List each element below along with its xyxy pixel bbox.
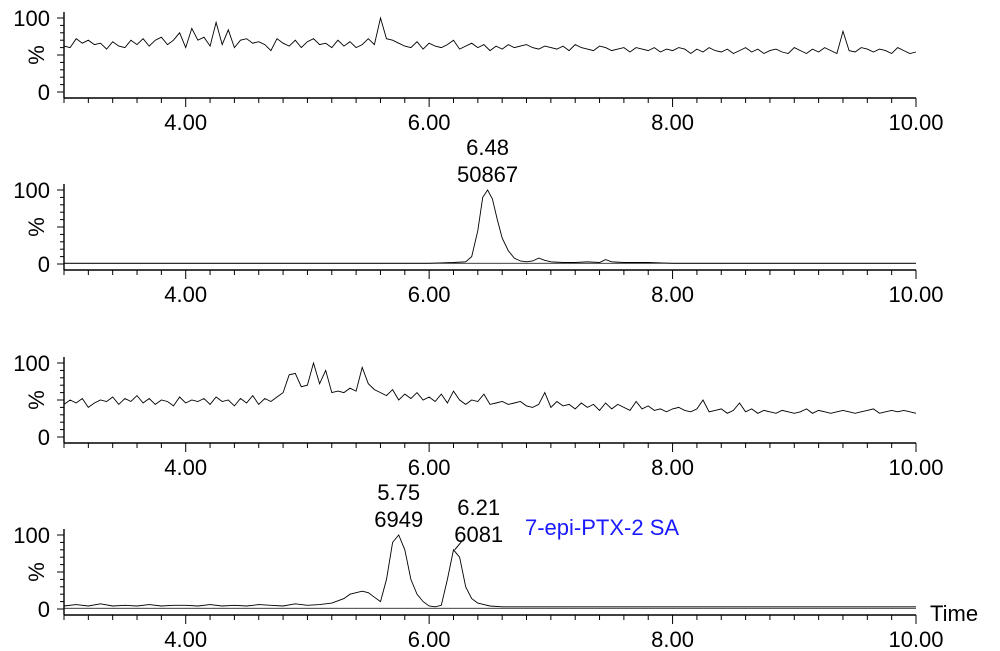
peak-retention-time: 6.48 [466, 135, 509, 160]
chromatogram-trace [63, 16, 917, 55]
x-tick-label: 4.00 [164, 282, 207, 307]
x-tick-label: 8.00 [651, 110, 694, 135]
x-tick-label: 10.00 [888, 627, 943, 651]
chromatogram-panel-3: 0 100% 4.00 6.00 8.00 10.00 [13, 351, 943, 480]
y-tick-label: 0 [38, 425, 50, 450]
x-tick-label: 8.00 [651, 627, 694, 651]
chromatogram-trace [63, 534, 916, 608]
x-tick-label: 8.00 [651, 282, 694, 307]
y-axis-label: % [24, 217, 49, 237]
y-axis-label: % [24, 390, 49, 410]
chromatogram-trace [64, 189, 916, 264]
y-tick-label: 0 [38, 597, 50, 622]
x-tick-label: 4.00 [164, 110, 207, 135]
x-tick-label: 10.00 [888, 455, 943, 480]
peak-area: 6081 [454, 522, 503, 547]
x-tick-label: 4.00 [164, 627, 207, 651]
peak-leader-line [454, 537, 466, 551]
chromatogram-trace [63, 361, 917, 414]
peak-retention-time: 5.75 [377, 480, 420, 505]
y-axis-label: % [24, 45, 49, 65]
y-tick-label: 100 [13, 523, 50, 548]
x-axis-title: Time [930, 601, 978, 626]
y-tick-label: 0 [38, 80, 50, 105]
x-tick-label: 10.00 [888, 110, 943, 135]
y-tick-label: 100 [13, 178, 50, 203]
chromatogram-panel-1: 0 100% 4.00 6.00 8.00 10.00 [13, 6, 943, 135]
y-tick-label: 0 [38, 252, 50, 277]
y-tick-label: 100 [13, 6, 50, 31]
x-tick-label: 6.00 [408, 282, 451, 307]
peak-area: 50867 [457, 162, 518, 187]
y-tick-label: 100 [13, 351, 50, 376]
peak-retention-time: 6.21 [457, 495, 500, 520]
x-tick-label: 10.00 [888, 282, 943, 307]
y-axis-label: % [24, 562, 49, 582]
chromatogram-panels: 0 100% 4.00 6.00 8.00 10.00 0 100% 4.00 6.00 8.00 1… [13, 6, 978, 651]
x-tick-label: 6.00 [408, 110, 451, 135]
x-tick-label: 6.00 [408, 627, 451, 651]
x-tick-label: 6.00 [408, 455, 451, 480]
peak-area: 6949 [374, 507, 423, 532]
x-tick-label: 8.00 [651, 455, 694, 480]
x-tick-label: 4.00 [164, 455, 207, 480]
compound-label: 7-epi-PTX-2 SA [525, 515, 679, 540]
